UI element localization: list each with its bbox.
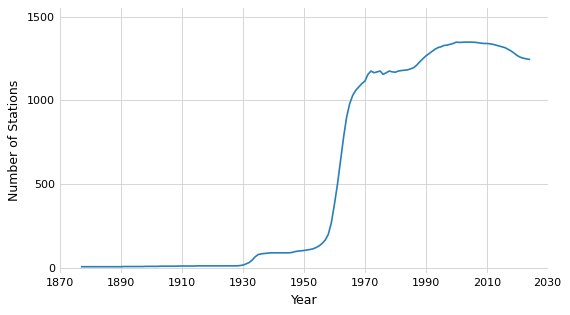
Y-axis label: Number of Stations: Number of Stations [9,80,21,201]
X-axis label: Year: Year [291,294,317,307]
